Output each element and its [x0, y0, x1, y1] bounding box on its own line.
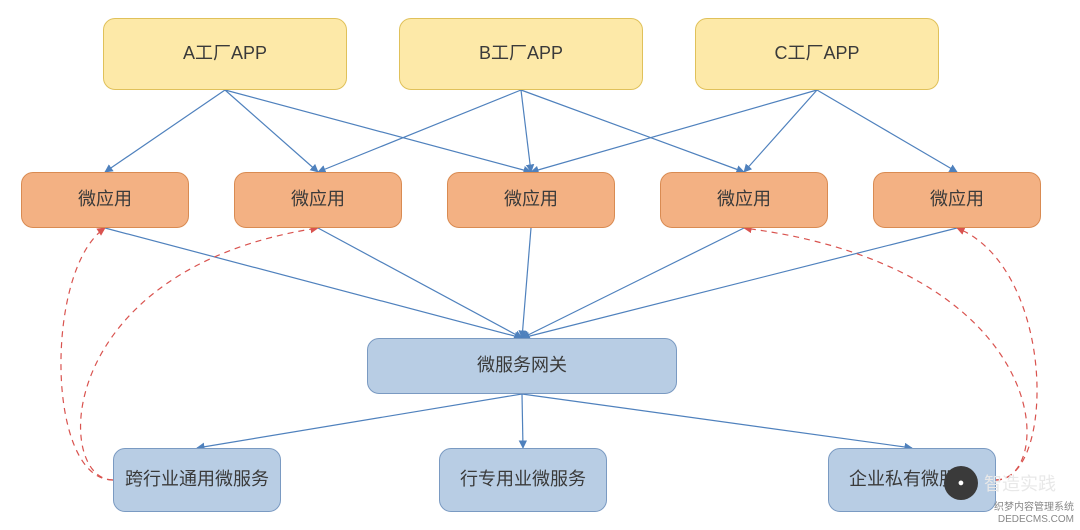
node-label: 微应用	[920, 188, 994, 211]
node-svc_1: 跨行业通用微服务	[113, 448, 281, 512]
edge-app_a-micro_1	[105, 90, 225, 172]
edge-gateway-svc_3	[522, 394, 912, 448]
watermark-logo: ● 智造实践	[944, 466, 1056, 500]
edge-svc_3-micro_4	[744, 228, 1027, 480]
node-label: 微应用	[281, 188, 355, 211]
node-app_a: A工厂APP	[103, 18, 347, 90]
node-label: 微应用	[494, 188, 568, 211]
edge-micro_5-gateway	[522, 228, 957, 338]
edge-app_b-micro_3	[521, 90, 531, 172]
watermark-cms-line1: 织梦内容管理系统	[994, 502, 1074, 514]
node-label: A工厂APP	[173, 42, 277, 65]
node-micro_5: 微应用	[873, 172, 1041, 228]
node-micro_1: 微应用	[21, 172, 189, 228]
edge-micro_1-gateway	[105, 228, 522, 338]
node-micro_3: 微应用	[447, 172, 615, 228]
node-app_c: C工厂APP	[695, 18, 939, 90]
edge-app_c-micro_3	[531, 90, 817, 172]
edge-app_c-micro_4	[744, 90, 817, 172]
node-gateway: 微服务网关	[367, 338, 677, 394]
watermark-logo-icon: ●	[944, 466, 978, 500]
watermark-cms: 织梦内容管理系统 DEDECMS.COM	[994, 502, 1074, 526]
node-micro_4: 微应用	[660, 172, 828, 228]
node-label: 跨行业通用微服务	[115, 468, 279, 491]
edge-svc_1-micro_2	[81, 228, 318, 480]
node-label: 微服务网关	[467, 354, 577, 377]
edge-svc_1-micro_1	[61, 228, 113, 480]
edge-app_a-micro_2	[225, 90, 318, 172]
node-label: C工厂APP	[764, 42, 869, 65]
node-label: 行专用业微服务	[450, 468, 596, 491]
edge-app_b-micro_2	[318, 90, 521, 172]
node-label: 微应用	[707, 188, 781, 211]
edge-micro_2-gateway	[318, 228, 522, 338]
edge-micro_3-gateway	[522, 228, 531, 338]
edge-app_a-micro_3	[225, 90, 531, 172]
edge-gateway-svc_1	[197, 394, 522, 448]
edge-app_c-micro_5	[817, 90, 957, 172]
watermark-cms-line2: DEDECMS.COM	[994, 514, 1074, 526]
node-svc_2: 行专用业微服务	[439, 448, 607, 512]
edge-svc_3-micro_5	[957, 228, 1037, 480]
node-label: 微应用	[68, 188, 142, 211]
edge-gateway-svc_2	[522, 394, 523, 448]
edge-micro_4-gateway	[522, 228, 744, 338]
edge-app_b-micro_4	[521, 90, 744, 172]
watermark-logo-text: 智造实践	[984, 470, 1056, 496]
node-label: B工厂APP	[469, 42, 573, 65]
node-app_b: B工厂APP	[399, 18, 643, 90]
node-micro_2: 微应用	[234, 172, 402, 228]
